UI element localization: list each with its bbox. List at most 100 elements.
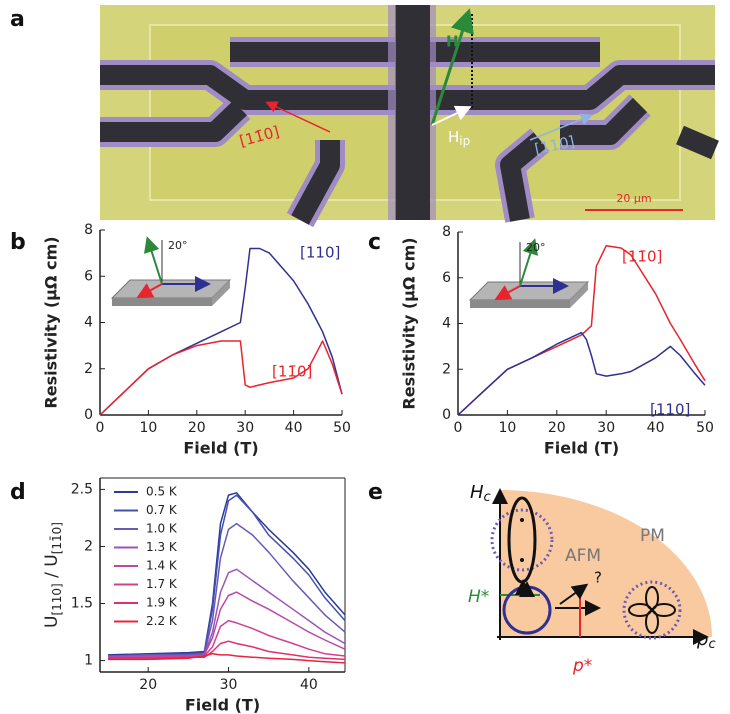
y-tick-label: 4 — [84, 315, 93, 331]
inplane-main: H — [448, 128, 459, 146]
data-line — [108, 652, 346, 664]
phase-diagram — [490, 488, 712, 645]
angle-label: 20° — [526, 241, 546, 254]
y-axis-label: U[110] / U[11̄0] — [42, 522, 64, 628]
y-tick-label: 6 — [84, 268, 93, 284]
panel-label: e — [368, 480, 383, 505]
axis-main: p — [696, 629, 708, 650]
series-label: [11̄0] — [622, 248, 662, 266]
sample-slab-end — [570, 282, 588, 308]
data-line — [107, 492, 346, 656]
x-tick-label: 0 — [96, 420, 105, 436]
y-tick-label: 2.5 — [71, 481, 93, 497]
x-tick-label: 30 — [220, 677, 238, 693]
x-tick-label: 40 — [647, 420, 665, 436]
inset: 20° — [468, 238, 590, 308]
panel-label: c — [368, 230, 381, 255]
legend-label: 1.3 K — [146, 540, 178, 554]
sample-slab-end — [212, 280, 230, 306]
data-line — [107, 494, 346, 657]
x-tick-label: 10 — [139, 420, 157, 436]
y-tick-label: 0 — [84, 407, 93, 423]
label-subscript: [110] — [50, 583, 64, 615]
legend-label: 1.9 K — [146, 596, 178, 610]
data-line — [107, 619, 346, 660]
axis-sub: c — [484, 490, 491, 505]
label-part: / U — [42, 554, 62, 583]
inplane-sub: ip — [459, 134, 470, 148]
data-line — [457, 244, 706, 416]
field-arrow — [519, 238, 538, 287]
x-tick-label: 50 — [696, 420, 714, 436]
label-subscript: [11̄0] — [49, 522, 63, 554]
question-mark: ? — [594, 569, 602, 587]
x-tick-label: 30 — [597, 420, 615, 436]
y-tick-label: 2 — [442, 361, 451, 377]
axis-main: H — [470, 482, 484, 503]
y-tick-label: 1 — [84, 653, 93, 669]
region-label: AFM — [565, 546, 601, 566]
y-tick-label: 0 — [442, 407, 451, 423]
legend-label: 1.4 K — [146, 559, 178, 573]
legend-label: 0.5 K — [146, 485, 178, 499]
y-tick-label: 2 — [84, 361, 93, 377]
y-tick-label: 2 — [84, 538, 93, 554]
x-axis-label: Field (T) — [544, 439, 619, 458]
legend-label: 0.7 K — [146, 503, 178, 517]
data-line — [99, 247, 343, 416]
x-tick-label: 0 — [454, 420, 463, 436]
y-axis-label: Resistivity (μΩ cm) — [400, 237, 419, 409]
field-arrow — [144, 236, 163, 285]
sample-slab-side — [470, 300, 570, 308]
y-axis-label: Resistivity (μΩ cm) — [42, 236, 61, 408]
x-tick-label: 40 — [300, 677, 318, 693]
panel-label: d — [10, 480, 26, 505]
sem-image — [100, 5, 719, 228]
legend-label: 2.2 K — [146, 614, 178, 628]
field-label: H — [446, 33, 459, 51]
critical-field-label: H* — [468, 587, 489, 607]
legend-label: 1.0 K — [146, 522, 178, 536]
label-part: U — [42, 616, 62, 628]
x-tick-label: 40 — [285, 420, 303, 436]
x-tick-label: 10 — [498, 420, 516, 436]
y-tick-label: 4 — [442, 316, 451, 332]
scale-bar-label: 20 μm — [616, 192, 651, 205]
x-tick-label: 20 — [139, 677, 157, 693]
data-line — [457, 331, 706, 416]
critical-pressure-label: p* — [572, 656, 592, 676]
x-tick-label: 50 — [333, 420, 351, 436]
inset: 20° — [110, 236, 232, 306]
y-tick-label: 8 — [442, 224, 451, 240]
axis-sub: c — [708, 637, 715, 652]
y-axis-label: Hc — [470, 482, 491, 505]
data-line — [107, 568, 346, 658]
data-line — [107, 522, 346, 657]
sample-slab — [468, 281, 590, 301]
legend-label: 1.7 K — [146, 577, 178, 591]
y-tick-label: 1.5 — [71, 596, 93, 612]
inplane-field-label: Hip — [448, 128, 470, 148]
x-tick-label: 30 — [236, 420, 254, 436]
x-tick-label: 20 — [548, 420, 566, 436]
panel-label: b — [10, 230, 26, 255]
panel-label: a — [10, 7, 25, 32]
data-line — [108, 591, 346, 658]
x-tick-label: 20 — [188, 420, 206, 436]
axis-arrow — [136, 283, 163, 298]
x-axis-label: Field (T) — [185, 696, 260, 714]
series-label: [110] — [650, 401, 690, 419]
sample-slab — [110, 279, 232, 299]
axis-arrow — [494, 285, 521, 300]
series-label: [110] — [300, 244, 340, 262]
x-axis-label: Field (T) — [183, 439, 258, 458]
data-line — [99, 340, 343, 416]
angle-label: 20° — [168, 239, 188, 252]
region-label: PM — [640, 526, 665, 546]
x-axis-label: pc — [696, 629, 716, 652]
y-tick-label: 8 — [84, 222, 93, 238]
sample-slab-side — [112, 298, 212, 306]
series-label: [11̄0] — [272, 363, 312, 381]
y-tick-label: 6 — [442, 270, 451, 286]
